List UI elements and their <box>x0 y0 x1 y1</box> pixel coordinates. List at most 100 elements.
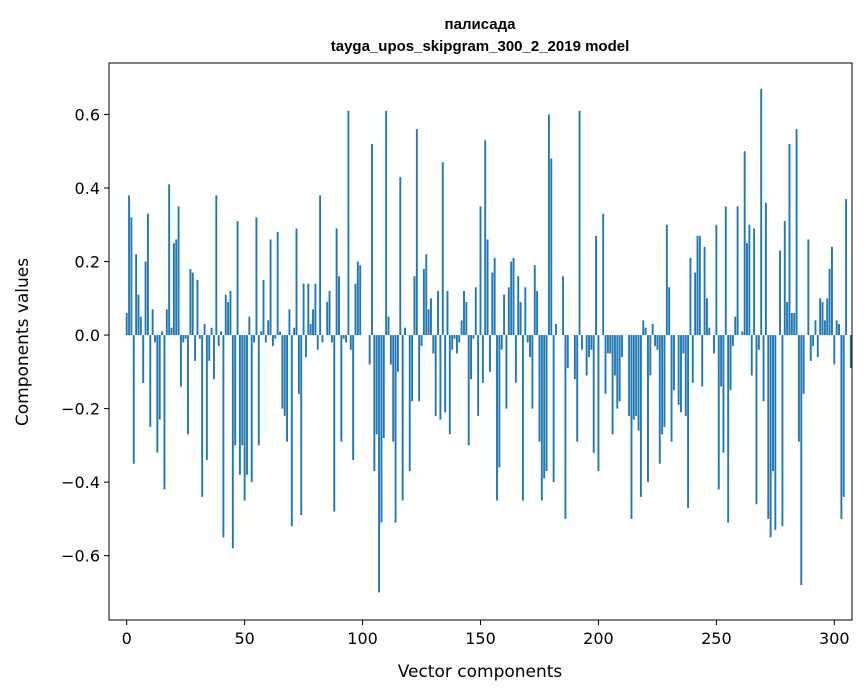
bar <box>703 246 706 336</box>
bar <box>592 335 595 453</box>
bar <box>823 320 826 336</box>
bar <box>762 335 765 402</box>
bar <box>597 335 600 472</box>
bar <box>828 268 831 336</box>
bar <box>217 335 220 347</box>
bar <box>397 335 399 372</box>
bar <box>835 320 838 336</box>
plot-frame <box>108 62 853 621</box>
bar <box>479 206 482 336</box>
bar <box>373 335 376 472</box>
bar <box>764 202 767 336</box>
bar <box>201 335 204 497</box>
bar <box>154 335 156 343</box>
bar <box>213 335 215 380</box>
bar <box>175 239 178 336</box>
bar <box>585 335 588 376</box>
bar <box>543 335 546 479</box>
bar <box>720 335 723 387</box>
bar <box>500 335 503 350</box>
bar <box>529 335 531 358</box>
bar <box>507 287 510 336</box>
bar <box>276 232 279 336</box>
bar <box>135 254 138 336</box>
bar <box>555 324 557 336</box>
bar <box>264 335 267 343</box>
bar <box>531 335 534 409</box>
bar <box>595 235 598 336</box>
bar <box>333 335 336 512</box>
bar <box>647 335 649 483</box>
chart-title: палисада <box>445 16 517 33</box>
bar <box>321 335 324 343</box>
bar <box>484 140 487 336</box>
bar <box>182 335 185 343</box>
bar <box>616 335 619 409</box>
bar <box>694 272 697 336</box>
bar <box>194 335 197 361</box>
bar <box>375 335 378 435</box>
bar <box>614 335 616 376</box>
bar <box>814 320 817 336</box>
bar <box>198 335 201 339</box>
bar <box>729 335 732 391</box>
bar <box>253 335 256 343</box>
bar <box>345 335 347 343</box>
x-tick-label: 200 <box>583 629 614 648</box>
bar <box>488 335 491 372</box>
bar <box>790 313 793 336</box>
bar <box>519 301 522 336</box>
bar <box>611 335 614 435</box>
chart-subtitle: tayga_upos_skipgram_300_2_2019 model <box>331 38 630 55</box>
bar-series <box>125 88 852 593</box>
bar <box>267 320 270 336</box>
x-tick-label: 100 <box>347 629 378 648</box>
bar <box>661 335 664 435</box>
bar <box>418 335 421 402</box>
bar <box>196 279 199 336</box>
bar <box>819 298 822 336</box>
bar <box>295 228 298 336</box>
bar <box>151 309 154 336</box>
bar <box>602 213 605 336</box>
bar <box>639 335 642 497</box>
bar <box>255 217 258 336</box>
bar <box>347 110 350 336</box>
bar <box>618 335 621 402</box>
bar <box>526 335 529 343</box>
bar <box>142 335 145 383</box>
bar <box>309 324 312 336</box>
bar <box>562 276 564 336</box>
bar <box>628 335 631 416</box>
bar <box>606 335 609 354</box>
bar <box>288 309 291 336</box>
y-axis-label: Components values <box>13 258 33 426</box>
bar <box>352 335 355 461</box>
bar <box>821 301 824 336</box>
bar <box>231 335 234 549</box>
bar <box>545 335 548 472</box>
bar <box>340 335 343 442</box>
bar <box>170 327 173 336</box>
y-tick-label: 0.0 <box>75 326 100 345</box>
bar <box>809 335 812 361</box>
bar <box>158 335 161 420</box>
bar <box>713 335 715 354</box>
bar <box>432 335 435 354</box>
bar <box>229 290 232 336</box>
x-tick-label: 300 <box>819 629 850 648</box>
y-tick-label: −0.2 <box>61 400 100 419</box>
bar <box>576 335 579 442</box>
bar <box>463 290 465 336</box>
bar <box>458 335 461 343</box>
bar <box>635 335 638 416</box>
bar <box>842 335 845 497</box>
bar <box>578 110 581 336</box>
bar <box>793 313 796 336</box>
bar <box>769 335 772 538</box>
bar <box>460 320 463 336</box>
bar <box>307 283 310 336</box>
bar <box>696 235 699 336</box>
bar <box>286 335 289 442</box>
bar <box>672 335 675 391</box>
